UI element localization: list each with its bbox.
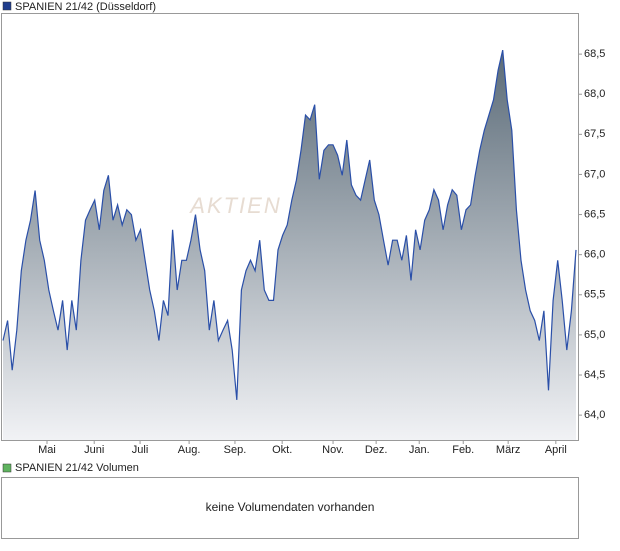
y-tick-label: 66,5: [584, 208, 605, 220]
x-tick-label: Sep.: [224, 444, 247, 456]
x-tick-label: März: [496, 444, 520, 456]
y-tick-label: 68,0: [584, 88, 605, 100]
y-tick-label: 67,5: [584, 128, 605, 140]
legend-swatch: [2, 1, 12, 11]
volume-message: keine Volumendaten vorhanden: [206, 500, 375, 514]
y-tick-label: 66,0: [584, 249, 605, 261]
x-tick-label: Aug.: [178, 444, 201, 456]
y-tick-label: 64,0: [584, 409, 605, 421]
volume-frame: [1, 477, 579, 539]
legend-swatch: [2, 463, 12, 473]
x-tick-label: Nov.: [322, 444, 344, 456]
y-tick-label: 65,0: [584, 329, 605, 341]
chart-title: SPANIEN 21/42 (Düsseldorf): [15, 1, 156, 13]
x-tick-label: Juli: [132, 444, 149, 456]
y-tick-label: 65,5: [584, 289, 605, 301]
x-tick-label: Juni: [84, 444, 104, 456]
x-tick-label: Jan.: [409, 444, 430, 456]
x-tick-label: Feb.: [452, 444, 474, 456]
y-tick-label: 64,5: [584, 369, 605, 381]
x-tick-label: Okt.: [272, 444, 292, 456]
volume-title: SPANIEN 21/42 Volumen: [15, 462, 139, 474]
watermark: AKTIEN: [188, 193, 281, 218]
line: [2, 49, 577, 400]
x-tick-label: Mai: [38, 444, 56, 456]
x-tick-label: Dez.: [365, 444, 388, 456]
x-tick-label: April: [545, 444, 567, 456]
area: [3, 50, 576, 440]
y-tick-label: 68,5: [584, 48, 605, 60]
y-tick-label: 67,0: [584, 168, 605, 180]
